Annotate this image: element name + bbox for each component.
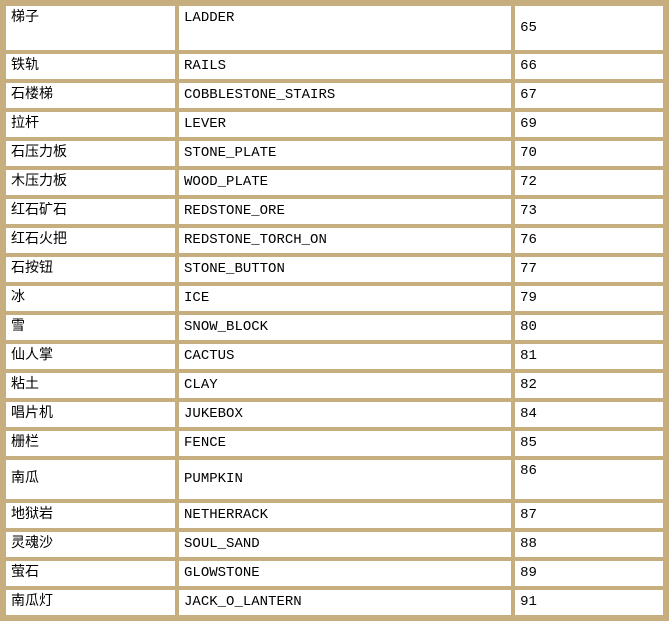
block-name-cn-cell: 木压力板 <box>6 170 176 195</box>
block-name-cn-cell: 地狱岩 <box>6 503 176 528</box>
table-row: 南瓜灯 JACK_O_LANTERN 91 <box>6 590 663 615</box>
block-id-cell: 67 <box>515 83 663 108</box>
block-id-cell: 65 <box>515 6 663 50</box>
block-id-name-cell: RAILS <box>179 54 512 79</box>
block-id-name-cell: STONE_PLATE <box>179 141 512 166</box>
table-row: 灵魂沙 SOUL_SAND 88 <box>6 532 663 557</box>
table-row: 南瓜 PUMPKIN 86 <box>6 460 663 499</box>
block-name-cn-cell: 石楼梯 <box>6 83 176 108</box>
block-name-cn-cell: 南瓜 <box>6 460 176 499</box>
block-id-name-cell: REDSTONE_TORCH_ON <box>179 228 512 253</box>
block-id-cell: 80 <box>515 315 663 340</box>
block-id-cell: 84 <box>515 402 663 427</box>
block-id-name-cell: ICE <box>179 286 512 311</box>
block-name-cn-cell: 石按钮 <box>6 257 176 282</box>
table-row: 红石矿石 REDSTONE_ORE 73 <box>6 199 663 224</box>
block-id-name-cell: FENCE <box>179 431 512 456</box>
block-name-cn-cell: 南瓜灯 <box>6 590 176 615</box>
table-row: 雪 SNOW_BLOCK 80 <box>6 315 663 340</box>
table-row: 萤石 GLOWSTONE 89 <box>6 561 663 586</box>
block-id-cell: 76 <box>515 228 663 253</box>
block-id-cell: 70 <box>515 141 663 166</box>
table-row: 冰 ICE 79 <box>6 286 663 311</box>
block-id-name-cell: WOOD_PLATE <box>179 170 512 195</box>
block-id-cell: 69 <box>515 112 663 137</box>
table-row: 铁轨 RAILS 66 <box>6 54 663 79</box>
block-id-name-cell: SOUL_SAND <box>179 532 512 557</box>
block-id-name-cell: CLAY <box>179 373 512 398</box>
block-name-cn-cell: 红石矿石 <box>6 199 176 224</box>
block-name-cn-cell: 栅栏 <box>6 431 176 456</box>
block-id-cell: 66 <box>515 54 663 79</box>
block-id-name-cell: STONE_BUTTON <box>179 257 512 282</box>
block-name-cn-cell: 拉杆 <box>6 112 176 137</box>
table-row: 拉杆 LEVER 69 <box>6 112 663 137</box>
table-row: 粘土 CLAY 82 <box>6 373 663 398</box>
block-name-cn-cell: 冰 <box>6 286 176 311</box>
block-name-cn-cell: 石压力板 <box>6 141 176 166</box>
table-row: 石按钮 STONE_BUTTON 77 <box>6 257 663 282</box>
block-id-cell: 91 <box>515 590 663 615</box>
block-id-cell: 87 <box>515 503 663 528</box>
block-name-cn-cell: 唱片机 <box>6 402 176 427</box>
block-id-name-cell: CACTUS <box>179 344 512 369</box>
block-id-name-cell: REDSTONE_ORE <box>179 199 512 224</box>
block-id-name-cell: SNOW_BLOCK <box>179 315 512 340</box>
table-row: 石压力板 STONE_PLATE 70 <box>6 141 663 166</box>
block-id-cell: 89 <box>515 561 663 586</box>
block-name-cn-cell: 灵魂沙 <box>6 532 176 557</box>
block-name-cn-cell: 粘土 <box>6 373 176 398</box>
table-row: 唱片机 JUKEBOX 84 <box>6 402 663 427</box>
block-table-body: 梯子 LADDER 65 铁轨 RAILS 66 石楼梯 COBBLESTONE_STAIRS… <box>6 6 663 615</box>
block-id-name-cell: PUMPKIN <box>179 460 512 499</box>
block-id-cell: 73 <box>515 199 663 224</box>
block-name-cn-cell: 红石火把 <box>6 228 176 253</box>
block-id-name-cell: LADDER <box>179 6 512 50</box>
block-name-cn-cell: 雪 <box>6 315 176 340</box>
table-row: 地狱岩 NETHERRACK 87 <box>6 503 663 528</box>
block-id-cell: 72 <box>515 170 663 195</box>
block-id-cell: 86 <box>515 460 663 499</box>
block-id-name-cell: GLOWSTONE <box>179 561 512 586</box>
block-id-cell: 82 <box>515 373 663 398</box>
table-row: 石楼梯 COBBLESTONE_STAIRS 67 <box>6 83 663 108</box>
block-id-cell: 79 <box>515 286 663 311</box>
table-row: 栅栏 FENCE 85 <box>6 431 663 456</box>
block-id-cell: 85 <box>515 431 663 456</box>
block-id-cell: 88 <box>515 532 663 557</box>
block-id-cell: 77 <box>515 257 663 282</box>
block-id-cell: 81 <box>515 344 663 369</box>
block-id-name-cell: LEVER <box>179 112 512 137</box>
block-id-name-cell: JACK_O_LANTERN <box>179 590 512 615</box>
block-id-name-cell: JUKEBOX <box>179 402 512 427</box>
block-id-name-cell: COBBLESTONE_STAIRS <box>179 83 512 108</box>
block-name-cn-cell: 梯子 <box>6 6 176 50</box>
block-name-cn-cell: 萤石 <box>6 561 176 586</box>
table-row: 红石火把 REDSTONE_TORCH_ON 76 <box>6 228 663 253</box>
block-name-cn-cell: 铁轨 <box>6 54 176 79</box>
table-row: 梯子 LADDER 65 <box>6 6 663 50</box>
table-row: 木压力板 WOOD_PLATE 72 <box>6 170 663 195</box>
block-id-name-cell: NETHERRACK <box>179 503 512 528</box>
block-name-cn-cell: 仙人掌 <box>6 344 176 369</box>
table-row: 仙人掌 CACTUS 81 <box>6 344 663 369</box>
